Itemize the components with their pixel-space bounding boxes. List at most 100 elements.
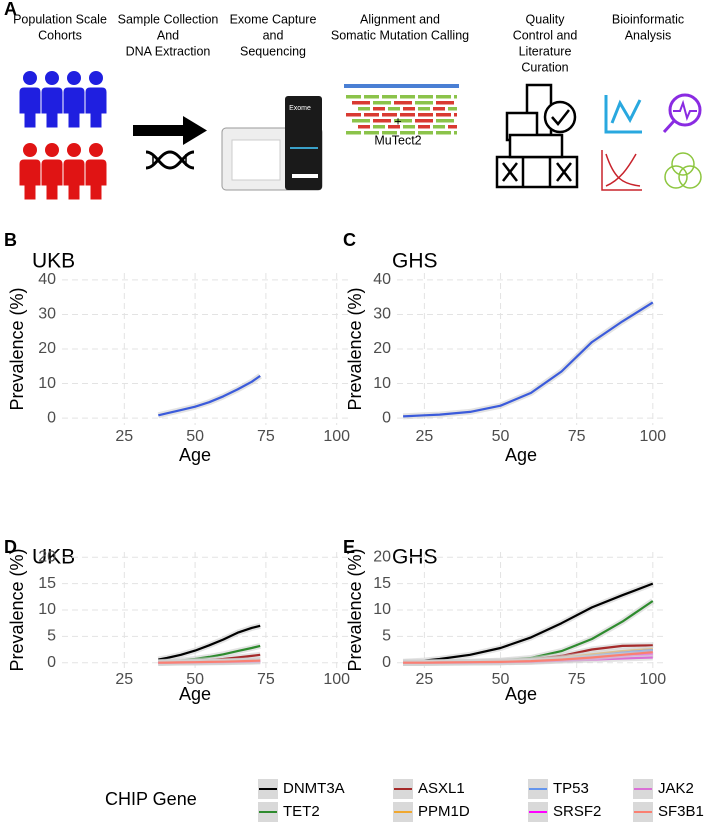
y-tick-label: 20 xyxy=(373,548,391,565)
ribbon xyxy=(402,299,655,420)
y-tick-label: 15 xyxy=(38,575,56,592)
read xyxy=(436,101,454,105)
step-label: Bioinformatic xyxy=(612,12,684,26)
y-tick-label: 0 xyxy=(47,409,56,426)
y-axis-title: Prevalence (%) xyxy=(7,287,27,410)
x-tick-label: 75 xyxy=(568,671,586,688)
read xyxy=(436,113,451,117)
caller-label: MuTect2 xyxy=(374,133,421,147)
legend-label: JAK2 xyxy=(658,780,694,797)
step-label: Quality xyxy=(526,12,566,26)
y-tick-label: 10 xyxy=(373,375,391,392)
read xyxy=(418,125,430,129)
y-axis-title: Prevalence (%) xyxy=(345,548,365,671)
read xyxy=(454,113,457,117)
dna-icon xyxy=(145,150,195,170)
person xyxy=(89,71,103,85)
legend-label: TET2 xyxy=(283,803,320,820)
person xyxy=(84,158,108,201)
panel-letter: E xyxy=(343,537,355,557)
qc-icon xyxy=(495,83,579,189)
read xyxy=(388,107,400,111)
y-tick-label: 20 xyxy=(38,340,56,357)
step-label: Alignment and xyxy=(360,12,440,26)
read xyxy=(403,107,415,111)
read xyxy=(418,131,433,135)
read xyxy=(433,125,445,129)
read xyxy=(364,113,379,117)
step-label: DNA Extraction xyxy=(126,44,211,58)
read xyxy=(454,95,457,99)
people-icons xyxy=(18,71,108,201)
person xyxy=(40,86,64,129)
ribbon xyxy=(157,373,262,419)
read xyxy=(415,119,433,123)
read xyxy=(418,95,433,99)
panel-letter: C xyxy=(343,230,356,250)
read xyxy=(358,107,370,111)
read xyxy=(418,107,430,111)
legend-label: ASXL1 xyxy=(418,780,465,797)
step-label: Analysis xyxy=(625,28,672,42)
y-tick-label: 40 xyxy=(38,271,56,288)
legend-label: PPM1D xyxy=(418,803,470,820)
read xyxy=(373,107,385,111)
person xyxy=(84,86,108,129)
series-line: DNMT3A xyxy=(158,624,261,661)
step-label: Sequencing xyxy=(240,44,306,58)
x-tick-label: 75 xyxy=(257,428,275,445)
person xyxy=(45,143,59,157)
read xyxy=(352,119,370,123)
step-label: Sample Collection xyxy=(118,12,219,26)
y-tick-label: 15 xyxy=(373,575,391,592)
legend-label: DNMT3A xyxy=(283,780,345,797)
x-tick-label: 25 xyxy=(416,428,434,445)
y-tick-label: 10 xyxy=(38,601,56,618)
panel-title: GHS xyxy=(392,546,438,569)
panel-title: UKB xyxy=(32,250,75,273)
y-tick-label: 0 xyxy=(47,654,56,671)
y-tick-label: 0 xyxy=(382,409,391,426)
x-tick-label: 100 xyxy=(639,428,666,445)
step-label: Curation xyxy=(521,60,568,74)
y-tick-label: 10 xyxy=(373,601,391,618)
person xyxy=(40,158,64,201)
step-label: Exome Capture xyxy=(230,12,317,26)
person xyxy=(62,86,86,129)
x-axis-title: Age xyxy=(179,684,211,704)
x-tick-label: 100 xyxy=(323,428,350,445)
person xyxy=(18,158,42,201)
legend-label: TP53 xyxy=(553,780,589,797)
panel-letter: A xyxy=(4,0,17,19)
x-tick-label: 25 xyxy=(115,671,133,688)
y-tick-label: 5 xyxy=(382,628,391,645)
read xyxy=(373,125,385,129)
x-tick-label: 25 xyxy=(416,671,434,688)
x-axis-title: Age xyxy=(505,684,537,704)
x-axis-title: Age xyxy=(179,445,211,465)
series-line xyxy=(403,301,654,418)
x-tick-label: 50 xyxy=(492,671,510,688)
person xyxy=(45,71,59,85)
read xyxy=(394,101,412,105)
x-tick-label: 50 xyxy=(186,428,204,445)
read xyxy=(364,95,379,99)
y-tick-label: 0 xyxy=(382,654,391,671)
person xyxy=(18,86,42,129)
read xyxy=(382,131,397,135)
y-axis-title: Prevalence (%) xyxy=(7,548,27,671)
person xyxy=(67,143,81,157)
read xyxy=(436,131,451,135)
reads-icon xyxy=(344,84,459,135)
x-tick-label: 100 xyxy=(323,671,350,688)
read xyxy=(433,107,445,111)
panel-letter: B xyxy=(4,230,17,250)
x-tick-label: 25 xyxy=(115,428,133,445)
step-label: and xyxy=(263,28,284,42)
step-label: Cohorts xyxy=(38,28,82,42)
read xyxy=(418,113,433,117)
step-label: Population Scale xyxy=(13,12,107,26)
read xyxy=(373,101,391,105)
y-tick-label: 20 xyxy=(373,340,391,357)
read xyxy=(352,101,370,105)
